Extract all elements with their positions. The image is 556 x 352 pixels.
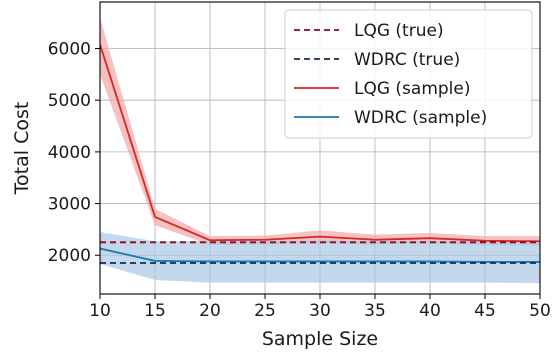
series-line [100, 247, 540, 263]
confidence-band [100, 231, 540, 284]
axis-ticks: 10 15 20 25 30 35 40 45 50 2000 3000 4000 5000 6000 [48, 40, 551, 321]
x-tick-label: 35 [364, 301, 386, 321]
x-tick-label: 20 [199, 301, 221, 321]
confidence-bands [100, 17, 540, 284]
legend: LQG (true) WDRC (true) LQG (sample) WDRC (s… [284, 9, 533, 139]
x-tick-label: 40 [419, 301, 441, 321]
legend-box [284, 9, 533, 139]
y-tick-label: 2000 [48, 246, 91, 266]
legend-label: LQG (true) [354, 21, 444, 41]
legend-label: WDRC (true) [354, 50, 460, 70]
x-tick-label: 30 [309, 301, 331, 321]
series-line [100, 44, 540, 243]
x-tick-label: 45 [474, 301, 496, 321]
y-tick-label: 4000 [48, 143, 91, 163]
series-lines [100, 44, 540, 264]
x-tick-label: 10 [89, 301, 111, 321]
legend-label: WDRC (sample) [354, 108, 487, 128]
y-tick-label: 6000 [48, 40, 91, 60]
legend-label: LQG (sample) [354, 79, 471, 99]
x-axis-label: Sample Size [262, 328, 378, 350]
x-tick-label: 15 [144, 301, 166, 321]
y-tick-label: 3000 [48, 195, 91, 215]
y-axis-label: Total Cost [11, 102, 33, 196]
x-tick-label: 50 [529, 301, 551, 321]
x-tick-label: 25 [254, 301, 276, 321]
y-tick-label: 5000 [48, 91, 91, 111]
